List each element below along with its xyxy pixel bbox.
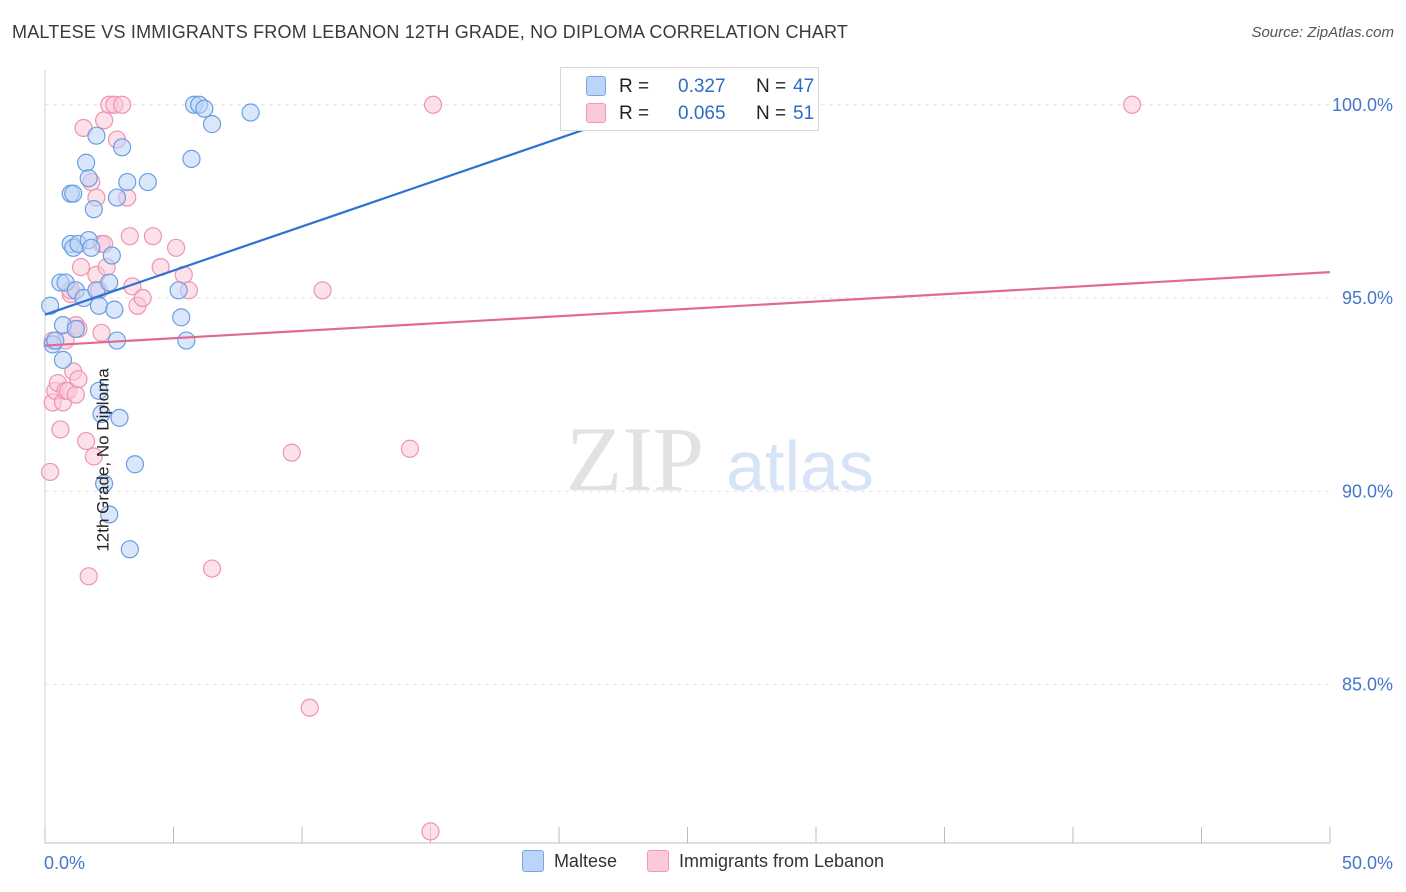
lebanon-point [166, 238, 186, 257]
maltese-point [89, 381, 109, 400]
lebanon-point [92, 323, 111, 342]
y-tick-label: 85.0% [1342, 675, 1393, 695]
trend-line-maltese [44, 103, 658, 316]
maltese-point [138, 172, 157, 192]
legend-item-maltese[interactable]: Maltese [521, 850, 617, 872]
lebanon-point [51, 420, 70, 439]
lebanon-point [69, 370, 88, 389]
maltese-point [77, 153, 96, 172]
chart-title: MALTESE VS IMMIGRANTS FROM LEBANON 12TH … [12, 22, 849, 42]
x-tick-label-min: 0.0% [44, 853, 85, 873]
maltese-point [177, 331, 196, 350]
maltese-point [169, 281, 188, 300]
legend-item-lebanon[interactable]: Immigrants from Lebanon [646, 850, 885, 872]
maltese-point [53, 350, 73, 369]
lebanon-point [66, 385, 85, 404]
bottom-legend: Maltese Immigrants from Lebanon [0, 850, 1406, 872]
maltese-point [202, 115, 222, 134]
maltese-point [64, 184, 83, 203]
stats-legend: R = 0.327 N = 47 R = 0.065 N = 51 [560, 67, 819, 131]
axes [44, 70, 1331, 844]
maltese-point [100, 505, 119, 524]
maltese-point [41, 296, 60, 315]
legend-label-maltese: Maltese [553, 850, 617, 871]
trend-lines [44, 103, 1331, 347]
r-value: 0.065 [678, 103, 726, 124]
lebanon-point [313, 281, 332, 300]
n-value: 47 [793, 76, 815, 97]
lebanon-point [41, 462, 60, 482]
watermark-atlas: atlas [726, 427, 874, 505]
source-label: Source: ZipAtlas.com [1251, 24, 1394, 41]
lebanon-point [77, 431, 96, 451]
n-label: N = [756, 76, 787, 97]
lebanon-point [400, 439, 420, 458]
lebanon-point [202, 559, 222, 578]
lebanon-point [282, 443, 301, 462]
lebanon-point [79, 567, 98, 586]
lebanon-point [423, 95, 443, 114]
maltese-point [100, 273, 119, 292]
stats-swatch-maltese [586, 76, 606, 96]
maltese-point [125, 455, 145, 474]
maltese-point [241, 103, 260, 122]
maltese-point [110, 408, 129, 427]
x-tick-label-max: 50.0% [1342, 853, 1393, 873]
maltese-point [118, 172, 137, 192]
maltese-point [102, 246, 121, 265]
maltese-point [46, 331, 65, 350]
maltese-point [89, 296, 109, 315]
maltese-point [79, 169, 98, 188]
maltese-point [66, 319, 85, 339]
lebanon-point [133, 288, 152, 308]
maltese-point [87, 126, 106, 145]
lebanon-point [112, 95, 132, 114]
maltese-point [105, 300, 124, 319]
lebanon-point [120, 227, 139, 246]
lebanon-point [1123, 95, 1142, 114]
maltese-point [84, 200, 103, 219]
r-value: 0.327 [678, 76, 726, 97]
maltese-point [92, 404, 111, 424]
y-tick-labels: 85.0% 90.0% 95.0% 100.0% [1332, 95, 1393, 695]
watermark: ZIP atlas [566, 408, 874, 510]
r-label: R = [619, 76, 650, 97]
legend-swatch-lebanon [646, 850, 669, 872]
maltese-point [195, 99, 214, 118]
trend-line-lebanon [44, 271, 1331, 347]
lebanon-point [95, 111, 114, 130]
maltese-point [82, 238, 101, 257]
maltese-point [112, 138, 132, 157]
maltese-point [172, 308, 191, 327]
n-label: N = [756, 103, 787, 124]
r-label: R = [619, 103, 650, 124]
x-tick-labels: 0.0% 50.0% [44, 853, 1393, 873]
n-value: 51 [793, 103, 815, 124]
lebanon-point [71, 258, 91, 277]
maltese-point [107, 188, 127, 207]
legend-label-lebanon: Immigrants from Lebanon [678, 850, 885, 871]
y-tick-label: 90.0% [1342, 481, 1393, 501]
lebanon-point [84, 447, 103, 466]
gridlines [45, 104, 1330, 686]
maltese-point [120, 540, 139, 559]
y-axis-label: 12th Grade, No Diploma [93, 368, 113, 552]
maltese-point [95, 474, 114, 493]
stats-swatch-lebanon [586, 103, 606, 123]
watermark-zip: ZIP [566, 408, 704, 510]
lebanon-point [421, 822, 440, 841]
legend-swatch-maltese [521, 850, 544, 872]
lebanon-point [143, 227, 163, 246]
y-tick-label: 95.0% [1342, 288, 1393, 308]
maltese-point [182, 149, 201, 168]
lebanon-point [300, 698, 319, 717]
y-tick-label: 100.0% [1332, 95, 1393, 115]
